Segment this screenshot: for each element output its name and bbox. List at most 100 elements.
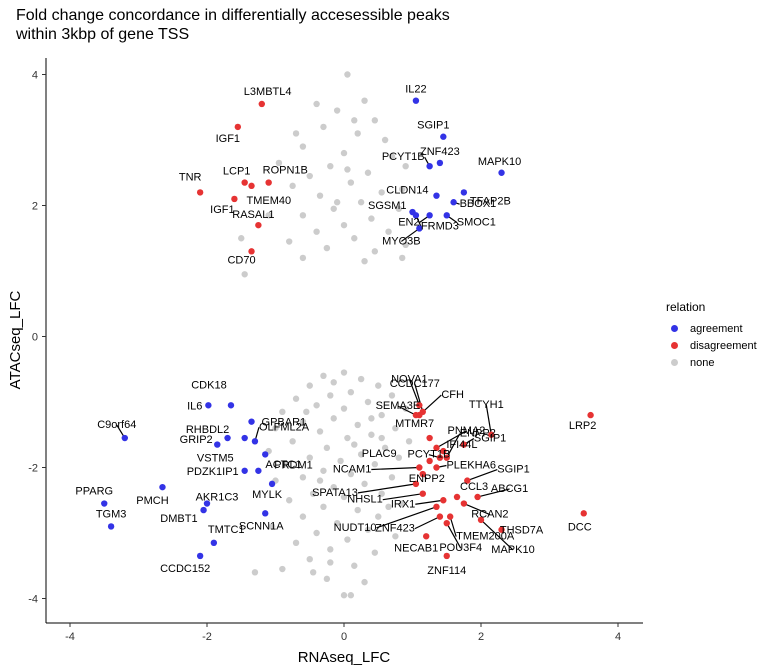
point-label: DMBT1 [160,513,197,525]
label-leader-line [446,433,461,458]
point-agreement [159,483,166,491]
point-none [381,136,389,144]
point-none [378,411,385,419]
point-label: C9orf64 [97,419,136,431]
point-label: CCL3 [460,481,488,493]
point-disagreement [488,431,495,438]
point-none [354,421,361,429]
point-label: SGIP1 [497,464,529,476]
point-label: ACTC1 [265,459,301,471]
point-none [320,467,327,474]
point-none [354,506,361,514]
point-none [368,215,375,222]
point-disagreement [443,454,450,461]
point-disagreement [474,493,481,501]
point-agreement [268,480,276,488]
point-label: TTYH1 [469,399,504,411]
label-leader-line [415,499,444,505]
point-none [299,474,307,481]
point-none [351,441,358,448]
point-none [313,100,320,108]
legend-item-none: none [666,354,757,371]
point-disagreement [423,533,430,540]
point-disagreement [416,464,423,471]
point-none [357,375,365,383]
point-disagreement [498,526,505,533]
point-label: IRX1 [391,498,415,510]
point-none [337,457,344,465]
point-none [330,379,337,386]
point-none [313,228,320,235]
point-disagreement [412,480,420,488]
point-disagreement [231,195,238,203]
point-disagreement [433,503,440,510]
point-none [402,241,409,248]
point-none [316,428,324,435]
label-leader-line [376,506,437,529]
point-none [323,575,331,583]
x-tick-label: 4 [615,631,621,643]
y-tick-label: 2 [32,201,38,213]
point-disagreement [443,552,450,560]
point-label: MYLK [252,489,283,501]
point-none [306,454,313,461]
point-none [340,149,348,157]
point-none [265,212,272,219]
point-none [399,185,406,193]
x-axis-title: RNAseq_LFC [298,649,391,666]
point-label: RASAL1 [232,209,274,221]
point-label: NUDT10 [334,522,377,534]
point-label: MAPK10 [491,544,534,556]
point-disagreement [419,470,426,478]
point-none [357,199,365,206]
point-none [347,470,355,478]
point-label: NHSL1 [347,494,382,506]
point-none [344,71,351,78]
point-label: TNR [179,171,202,183]
point-none [279,408,286,416]
point-none [330,205,337,212]
point-label: ROPN1B [263,165,308,177]
point-none [313,529,320,537]
label-leader-line [480,519,514,551]
point-label: TMEM40 [247,195,292,207]
label-leader-line [397,405,417,416]
point-disagreement [440,497,447,504]
point-agreement [433,192,440,199]
point-none [306,172,313,180]
point-disagreement [477,516,485,524]
point-agreement [460,189,468,196]
point-label: IL6 [187,400,202,412]
point-none [340,369,348,376]
point-disagreement [255,221,262,229]
point-none [368,415,375,422]
point-none [351,562,358,569]
point-label: NCAM1 [333,464,372,476]
point-none [399,500,406,507]
point-agreement [255,467,262,474]
chart-title-line1: Fold change concordance in differentiall… [16,7,450,24]
point-agreement [200,506,207,514]
x-tick-label: -2 [202,631,212,643]
y-axis-title: ATACseq_LFC [7,291,24,390]
point-none [320,372,327,379]
point-label: SMOC1 [457,216,496,228]
point-none [395,454,402,461]
point-disagreement [460,441,468,448]
point-none [395,205,402,212]
point-disagreement [248,248,255,255]
label-leader-line [382,493,423,501]
label-leader-line [446,522,462,549]
point-none [323,244,331,252]
point-label: PMCH [136,495,168,507]
point-none [340,592,348,599]
y-tick-label: 0 [32,332,38,344]
point-disagreement [464,477,471,484]
point-agreement [241,467,248,474]
legend: relation agreement disagreement none [666,300,757,371]
point-label: SPATA13 [312,487,358,499]
point-disagreement [258,100,265,108]
point-none [323,444,331,452]
point-disagreement [234,123,242,131]
